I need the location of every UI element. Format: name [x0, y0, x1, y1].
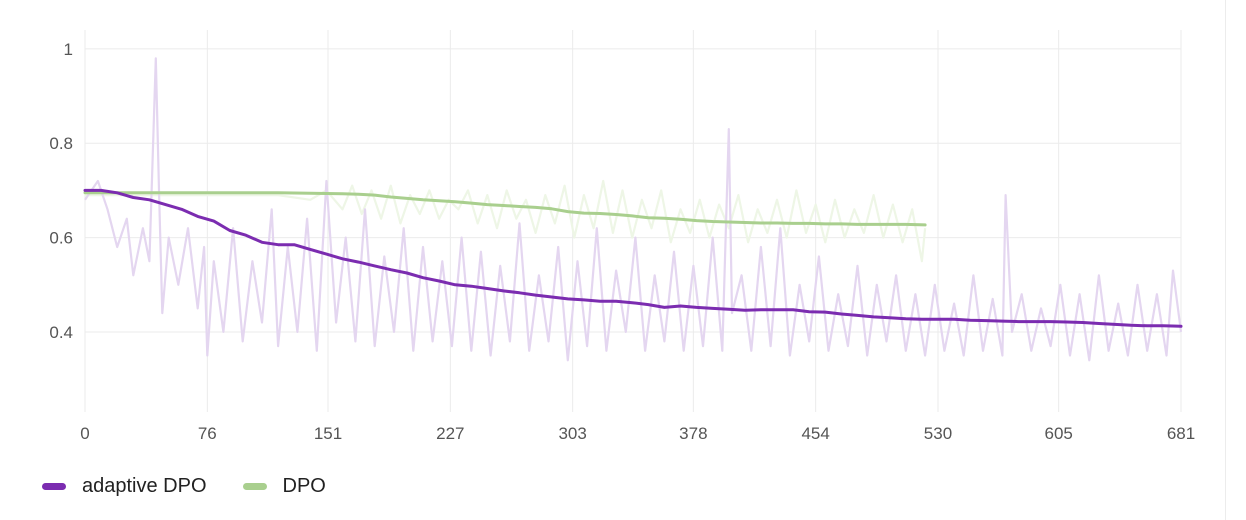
x-tick-label: 76: [198, 424, 217, 443]
y-tick-label: 0.6: [49, 229, 73, 248]
legend: adaptive DPO DPO: [42, 473, 362, 499]
raw-series-line-dpo: [85, 179, 927, 263]
y-axis: 0.4 0.6 0.8 1: [49, 40, 73, 342]
grid-layer: [84, 30, 1182, 412]
legend-swatch-dpo: [242, 482, 267, 490]
x-tick-label: 303: [558, 424, 586, 443]
y-tick-label: 0.8: [49, 134, 73, 153]
x-tick-label: 681: [1167, 424, 1195, 443]
legend-item-adaptive-dpo[interactable]: adaptive DPO: [42, 475, 207, 498]
legend-label-dpo: DPO: [282, 474, 326, 497]
y-tick-label: 0.4: [49, 323, 73, 342]
smoothed-series-layer: [83, 188, 1183, 328]
x-tick-label: 0: [80, 424, 89, 443]
x-tick-label: 530: [924, 424, 952, 443]
x-tick-label: 151: [314, 424, 342, 443]
x-tick-label: 605: [1044, 424, 1072, 443]
smoothed-series-line-adaptive-dpo: [83, 188, 1183, 328]
smoothed-series-line-dpo: [83, 191, 927, 227]
y-tick-label: 1: [64, 40, 73, 59]
raw-series-layer: [84, 57, 1183, 362]
panel-divider: [1225, 0, 1226, 520]
legend-swatch-adaptive-dpo: [42, 482, 66, 490]
x-axis: 0 76 151 227 303 378 454 530 605 681: [80, 424, 1195, 443]
x-tick-label: 454: [801, 424, 829, 443]
line-chart: 0.4 0.6 0.8 1 0 76 151 227 303 378 454 530 605 681: [49, 30, 1195, 443]
legend-item-dpo[interactable]: DPO: [242, 474, 326, 498]
raw-series-line-adaptive-dpo: [84, 57, 1183, 362]
x-tick-label: 378: [679, 424, 707, 443]
x-tick-label: 227: [436, 424, 464, 443]
legend-label-adaptive-dpo: adaptive DPO: [82, 474, 207, 497]
